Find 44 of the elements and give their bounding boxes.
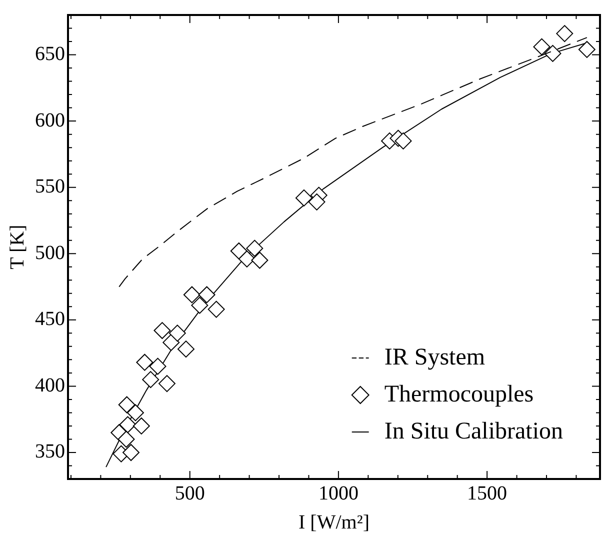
point: [177, 340, 194, 358]
point: [251, 252, 268, 269]
y-tick-label: 450: [35, 308, 65, 330]
point: [122, 444, 140, 461]
point: [533, 38, 550, 56]
point: [162, 334, 180, 351]
point: [119, 416, 136, 434]
point: [556, 25, 574, 42]
point: [238, 250, 256, 268]
x-tick-label: 1500: [467, 482, 508, 504]
point: [154, 322, 171, 340]
point: [544, 44, 562, 62]
point: [295, 189, 312, 206]
x-tick-label: 500: [174, 482, 205, 504]
point: [132, 417, 150, 434]
x-tick-label: 1000: [318, 482, 358, 504]
point: [578, 40, 596, 58]
point: [168, 324, 186, 342]
point: [149, 358, 166, 375]
point: [246, 240, 264, 257]
point: [126, 404, 144, 422]
point: [183, 286, 200, 304]
point: [308, 193, 326, 210]
point: [158, 375, 176, 392]
point: [191, 296, 208, 314]
y-tick-label: 350: [35, 440, 65, 463]
point: [118, 430, 135, 448]
y-tick-label: 400: [35, 374, 65, 396]
point: [394, 132, 412, 150]
point: [208, 300, 225, 318]
point: [118, 396, 136, 414]
point: [198, 286, 216, 304]
y-tick-label: 500: [35, 242, 65, 264]
legend-label: In Situ Calibration: [384, 418, 564, 444]
y-tick-label: 650: [35, 43, 65, 66]
y-tick-label: 600: [35, 109, 65, 132]
legend-label: IR System: [384, 344, 486, 370]
point: [142, 371, 160, 388]
y-tick-label: 550: [35, 176, 65, 198]
y-axis-title: T [K]: [6, 224, 28, 270]
point: [230, 242, 248, 260]
x-axis-title: I [W/m²]: [298, 511, 370, 534]
legend-label: Thermocouples: [384, 381, 534, 408]
point: [136, 354, 154, 371]
